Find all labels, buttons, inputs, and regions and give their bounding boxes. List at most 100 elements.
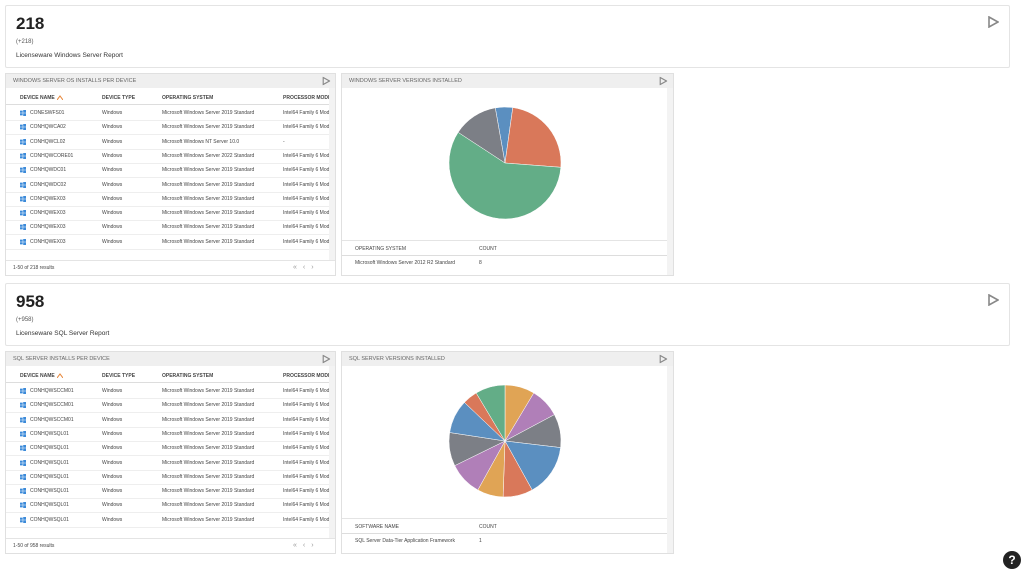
table-cell: Intel64 Family 6 Mod — [283, 167, 330, 174]
kpi-value: 218 — [16, 14, 45, 33]
icon-shape — [20, 459, 26, 466]
table-cell: Intel64 Family 6 Mod — [283, 238, 330, 245]
run-button[interactable] — [322, 354, 331, 364]
table-cell: Microsoft Windows Server 2019 Standard — [162, 488, 255, 495]
windows-icon — [20, 138, 26, 145]
table-cell: Windows — [102, 195, 123, 202]
table-cell: Intel64 Family 6 Mod — [283, 459, 330, 466]
table-row: CONHQWSQL01 Windows Microsoft Windows Serv… — [6, 470, 329, 485]
windows-icon — [20, 430, 26, 437]
icon-shape — [20, 224, 26, 231]
table-cell: Windows — [102, 459, 123, 466]
table-row: CONESWFS01 Windows Microsoft Windows Serve… — [6, 106, 329, 121]
table-row: CONHQWDC02 Windows Microsoft Windows Serve… — [6, 178, 329, 193]
sort-indicator[interactable] — [57, 95, 63, 100]
table-cell: Microsoft Windows Server 2019 Standard — [162, 210, 255, 217]
table-row: CONHQWEX03 Windows Microsoft Windows Serve… — [6, 235, 329, 250]
table-row: CONHQWCL02 Windows Microsoft Windows NT Se… — [6, 135, 329, 150]
table-cell: CONHQWEX03 — [30, 210, 66, 217]
help-button[interactable]: ? — [1003, 551, 1021, 569]
legend-rule — [342, 518, 667, 519]
windows-icon — [20, 124, 26, 131]
scrollbar — [667, 366, 673, 553]
table-cell: Microsoft Windows Server 2019 Standard — [162, 459, 255, 466]
kpi-label: Licenseware SQL Server Report — [16, 330, 110, 337]
sort-indicator[interactable] — [57, 373, 63, 378]
windows-icon — [20, 152, 26, 159]
column-header: SOFTWARE NAME — [355, 524, 399, 530]
table-cell: Microsoft Windows Server 2019 Standard — [162, 195, 255, 202]
run-button[interactable] — [659, 76, 668, 86]
table-cell: Intel64 Family 6 Mod — [283, 516, 330, 523]
run-button[interactable] — [659, 354, 668, 364]
pager[interactable]: «‹› — [293, 542, 320, 549]
icon-shape — [20, 110, 26, 116]
table-cell: Intel64 Family 6 Mod — [283, 488, 330, 495]
table-row: CONHQWEX03 Windows Microsoft Windows Serve… — [6, 220, 330, 236]
table-cell: Windows — [102, 238, 123, 245]
icon-shape — [20, 502, 26, 509]
table-cell: 8 — [479, 260, 482, 266]
table-cell: Intel64 Family 6 Mod — [283, 388, 330, 394]
table-row: CONHQWCORE01 Windows Microsoft Windows Ser… — [6, 149, 329, 164]
table-cell: Microsoft Windows Server 2019 Standard — [162, 430, 255, 437]
icon-shape — [20, 388, 26, 394]
run-button[interactable] — [987, 16, 999, 28]
table-row: CONHQWCA02 Windows Microsoft Windows Serve… — [6, 120, 329, 136]
table-cell: Intel64 Family 6 Mod — [283, 402, 330, 409]
footer-rule — [6, 538, 335, 539]
table-cell: SQL Server Data-Tier Application Framewo… — [355, 538, 455, 544]
sort-arrow — [57, 95, 63, 100]
table-cell: Intel64 Family 6 Mod — [283, 473, 330, 480]
table-cell: Windows — [102, 416, 123, 423]
windows-icon — [20, 181, 26, 188]
table-cell: Intel64 Family 6 Mod — [283, 224, 330, 231]
table-cell: Microsoft Windows Server 2019 Standard — [162, 224, 255, 231]
table-row: CONHQWSQL01 Windows Microsoft Windows Serv… — [6, 513, 329, 528]
table-cell: Windows — [102, 167, 123, 174]
table-row: CONHQWSQL01 Windows Microsoft Windows Serv… — [6, 456, 329, 471]
icon-shape — [20, 238, 26, 245]
table-cell: Intel64 Family 6 Mod — [283, 110, 330, 116]
table-cell: Windows — [102, 430, 123, 437]
pie-slice — [504, 440, 561, 491]
pie-chart — [448, 106, 562, 220]
windows-icon — [20, 488, 26, 495]
table-cell: Microsoft Windows NT Server 10.0 — [162, 138, 240, 145]
kpi-label: Licenseware Windows Server Report — [16, 52, 123, 59]
icon-shape — [20, 124, 26, 131]
run-button[interactable] — [987, 294, 999, 306]
footer-rule — [6, 260, 335, 261]
icon-shape — [20, 167, 26, 174]
icon-shape — [20, 152, 26, 159]
table-cell: CONHQWSQL01 — [30, 488, 69, 495]
header-rule — [342, 533, 667, 534]
icon-shape — [20, 430, 26, 437]
run-button[interactable] — [322, 76, 331, 86]
column-header: DEVICE NAME — [20, 373, 55, 379]
scrollbar — [329, 366, 335, 538]
header-rule — [342, 255, 667, 256]
column-header: OPERATING SYSTEM — [355, 246, 407, 252]
table-cell: Intel64 Family 6 Mod — [283, 210, 330, 217]
windows-icon — [20, 210, 26, 217]
table-cell: CONHQWSQL01 — [30, 516, 69, 523]
windows-icon — [20, 402, 26, 409]
table-cell: CONESWFS01 — [30, 110, 65, 116]
table-cell: CONHQWSCCM01 — [30, 402, 74, 409]
column-header: COUNT — [479, 246, 497, 252]
windows-icon — [20, 388, 26, 394]
pie-slice — [504, 107, 562, 168]
kpi-delta: (+958) — [16, 317, 34, 323]
table-cell: Windows — [102, 388, 123, 394]
table-row: CONHQWSQL01 Windows Microsoft Windows Serv… — [6, 427, 329, 442]
pager[interactable]: «‹› — [293, 264, 320, 271]
kpi-card: 218 (+218) Licenseware Windows Server Repo… — [5, 5, 1010, 68]
play-icon — [988, 16, 999, 28]
icon-shape — [20, 181, 26, 188]
icon-shape — [20, 516, 26, 523]
table-cell: Microsoft Windows Server 2019 Standard — [162, 238, 255, 245]
table-cell: Windows — [102, 473, 123, 480]
windows-icon — [20, 224, 26, 231]
